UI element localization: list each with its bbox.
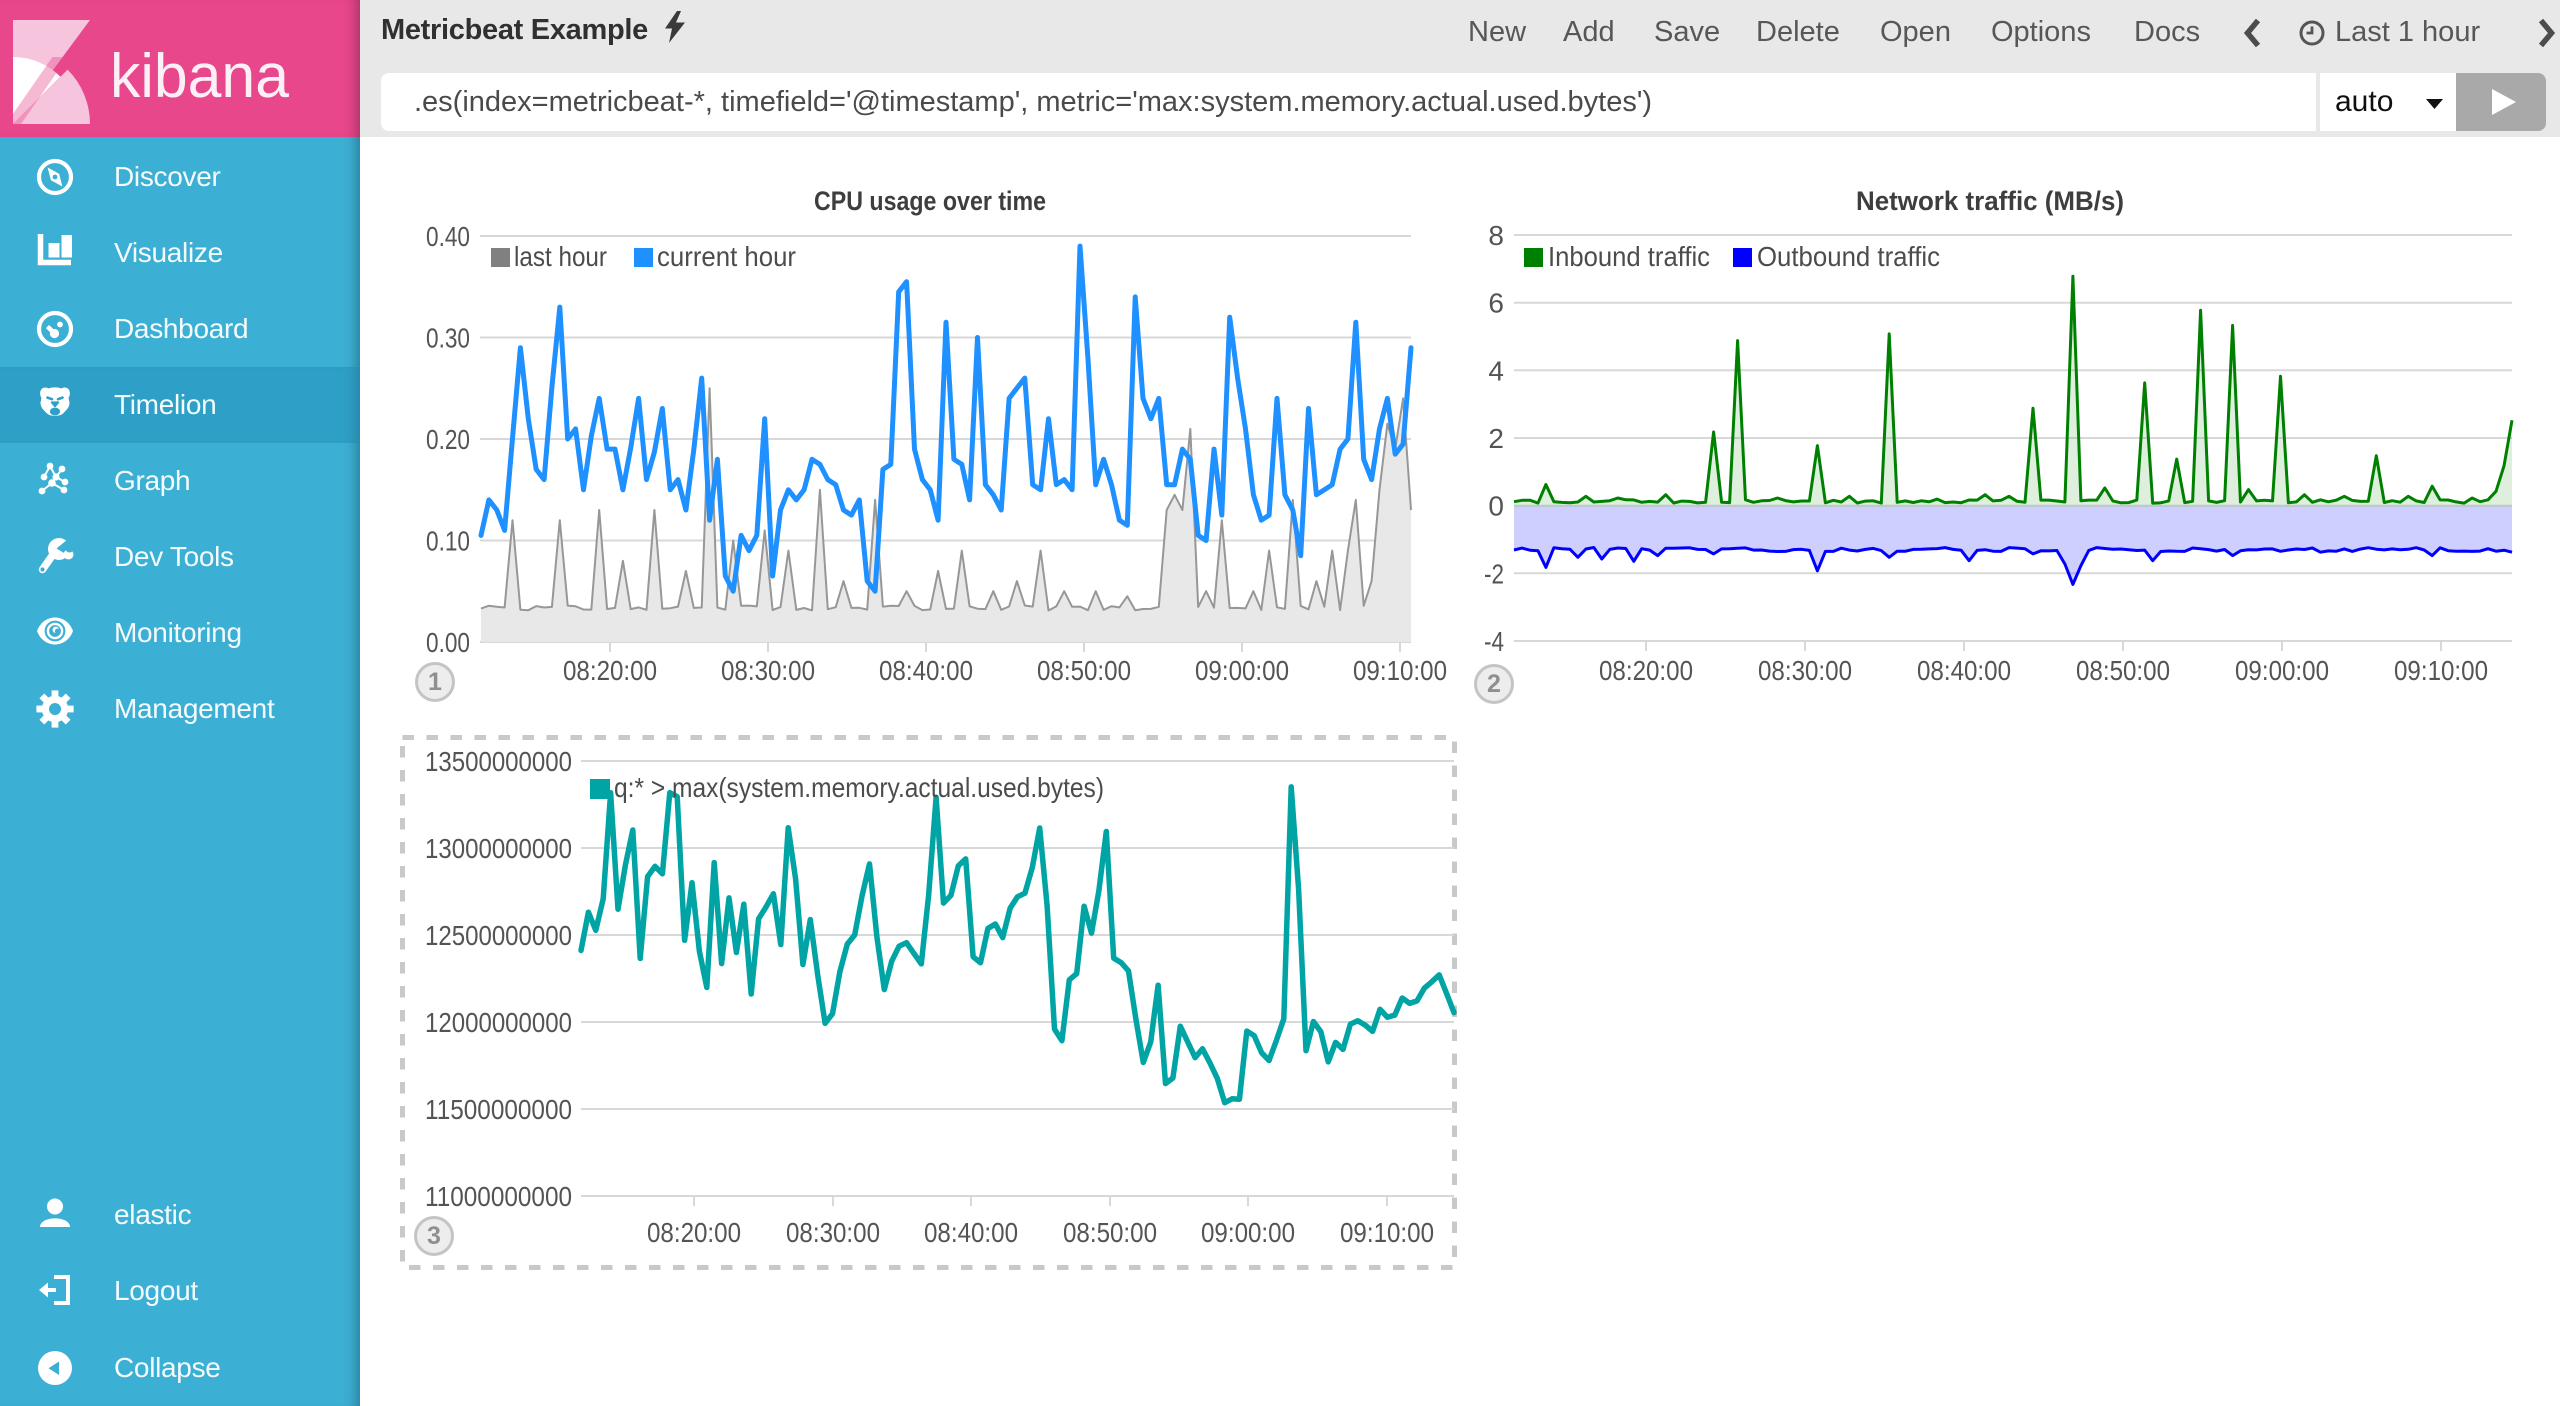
svg-text:4: 4 (1488, 355, 1504, 386)
svg-text:2: 2 (1488, 423, 1504, 454)
svg-text:last hour: last hour (514, 241, 607, 272)
svg-text:0.10: 0.10 (426, 526, 470, 557)
svg-text:0.20: 0.20 (426, 424, 470, 455)
svg-text:09:00:00: 09:00:00 (1195, 655, 1289, 686)
svg-text:09:10:00: 09:10:00 (1340, 1217, 1434, 1248)
svg-text:-4: -4 (1484, 626, 1504, 657)
svg-text:6: 6 (1488, 288, 1504, 319)
svg-text:08:30:00: 08:30:00 (786, 1217, 880, 1248)
svg-text:08:20:00: 08:20:00 (1599, 655, 1693, 686)
svg-text:kibana: kibana (110, 42, 290, 111)
svg-text:0: 0 (1488, 491, 1504, 522)
svg-text:08:40:00: 08:40:00 (879, 655, 973, 686)
svg-text:09:10:00: 09:10:00 (2394, 655, 2488, 686)
svg-text:CPU usage over time: CPU usage over time (814, 186, 1046, 216)
svg-text:11500000000: 11500000000 (425, 1094, 572, 1125)
svg-text:11000000000: 11000000000 (425, 1181, 572, 1212)
svg-text:8: 8 (1488, 220, 1504, 251)
svg-text:current hour: current hour (657, 241, 796, 272)
svg-text:09:00:00: 09:00:00 (1201, 1217, 1295, 1248)
svg-text:13000000000: 13000000000 (425, 833, 572, 864)
svg-text:Network traffic (MB/s): Network traffic (MB/s) (1856, 186, 2124, 216)
svg-text:08:40:00: 08:40:00 (924, 1217, 1018, 1248)
svg-text:08:50:00: 08:50:00 (2076, 655, 2170, 686)
svg-text:08:30:00: 08:30:00 (721, 655, 815, 686)
svg-text:13500000000: 13500000000 (425, 746, 572, 777)
svg-text:0.00: 0.00 (426, 627, 470, 658)
svg-text:-2: -2 (1484, 558, 1504, 589)
svg-text:0.30: 0.30 (426, 323, 470, 354)
svg-text:09:00:00: 09:00:00 (2235, 655, 2329, 686)
svg-text:08:30:00: 08:30:00 (1758, 655, 1852, 686)
svg-text:q:* > max(system.memory.actual: q:* > max(system.memory.actual.used.byte… (614, 772, 1104, 803)
svg-text:08:40:00: 08:40:00 (1917, 655, 2011, 686)
svg-text:08:20:00: 08:20:00 (647, 1217, 741, 1248)
svg-text:08:50:00: 08:50:00 (1063, 1217, 1157, 1248)
svg-text:12500000000: 12500000000 (425, 920, 572, 951)
svg-text:12000000000: 12000000000 (425, 1007, 572, 1038)
svg-text:08:20:00: 08:20:00 (563, 655, 657, 686)
svg-text:08:50:00: 08:50:00 (1037, 655, 1131, 686)
svg-text:Outbound traffic: Outbound traffic (1757, 241, 1940, 272)
svg-text:09:10:00: 09:10:00 (1353, 655, 1447, 686)
svg-text:Inbound traffic: Inbound traffic (1548, 241, 1710, 272)
svg-text:0.40: 0.40 (426, 221, 470, 252)
